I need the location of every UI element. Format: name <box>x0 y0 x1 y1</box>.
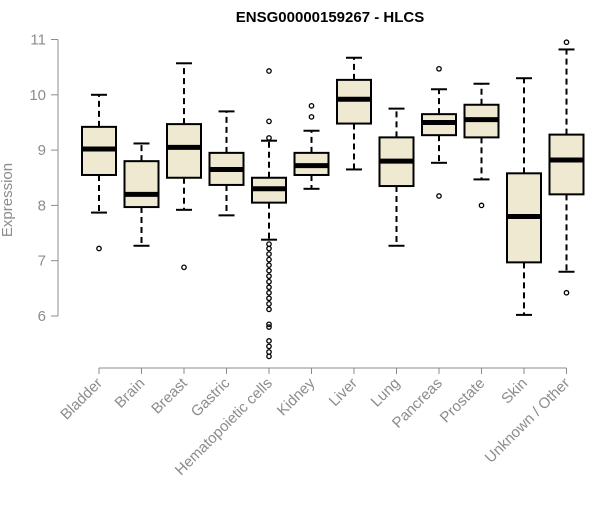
y-tick-label: 8 <box>38 197 46 214</box>
outlier-point <box>266 267 272 274</box>
outlier-point <box>266 118 272 125</box>
outlier-point <box>266 256 272 263</box>
outlier-point <box>266 295 272 302</box>
outlier-point <box>266 349 272 355</box>
outlier-point <box>266 245 272 252</box>
y-axis-label: Expression <box>0 163 16 237</box>
y-axis: 6 7 8 9 10 11 <box>29 32 59 325</box>
box-iqr <box>166 123 202 179</box>
box-group <box>378 107 415 247</box>
box-group <box>336 56 372 171</box>
box-group <box>463 82 500 209</box>
outlier-point <box>266 321 272 328</box>
y-tick-label: 10 <box>29 87 46 104</box>
outlier-point <box>266 135 272 141</box>
x-tick-label: Kidney <box>274 374 319 419</box>
box-group <box>548 39 585 296</box>
chart-title: ENSG00000159267 - HLCS <box>236 9 424 26</box>
outlier-point <box>308 103 315 109</box>
y-tick-label: 9 <box>38 142 46 159</box>
x-tick-label: Breast <box>148 374 191 417</box>
outlier-point <box>308 114 315 120</box>
x-tick-label: Liver <box>326 375 361 410</box>
y-tick-label: 7 <box>38 253 46 270</box>
outlier-point <box>436 65 442 72</box>
x-tick-label: Lung <box>368 375 404 411</box>
outlier-point <box>266 353 272 360</box>
box-iqr <box>123 160 160 209</box>
box-group <box>166 62 202 271</box>
box-group <box>81 93 117 252</box>
outlier-point <box>266 324 272 330</box>
outlier-point <box>563 289 570 296</box>
outlier-point <box>478 202 485 209</box>
outlier-point <box>266 68 272 74</box>
box-group <box>421 65 457 199</box>
outlier-point <box>563 39 570 46</box>
outlier-point <box>96 245 102 252</box>
y-tick-label: 6 <box>38 308 46 325</box>
outlier-point <box>266 241 272 247</box>
y-tick-label: 11 <box>30 32 46 49</box>
outlier-point <box>266 251 272 257</box>
outlier-point <box>266 284 272 291</box>
outlier-point <box>266 278 272 285</box>
outlier-point <box>266 300 272 307</box>
box-group <box>506 77 542 316</box>
box-group <box>123 142 160 247</box>
boxes-group <box>81 39 585 360</box>
box-iqr <box>548 133 585 196</box>
box-group <box>251 68 287 360</box>
outlier-point <box>266 306 272 313</box>
outlier-point <box>266 343 272 350</box>
outlier-point <box>266 262 272 268</box>
box-group <box>293 103 330 190</box>
x-tick-label: Skin <box>498 375 531 408</box>
outlier-point <box>436 193 442 199</box>
x-tick-label: Bladder <box>57 375 106 424</box>
x-tick-label: Prostate <box>437 375 489 427</box>
box-group <box>208 110 245 217</box>
outlier-point <box>266 289 272 296</box>
outlier-point <box>266 338 272 344</box>
outlier-point <box>266 273 272 280</box>
x-tick-label: Brain <box>112 375 149 412</box>
outlier-point <box>181 264 187 271</box>
